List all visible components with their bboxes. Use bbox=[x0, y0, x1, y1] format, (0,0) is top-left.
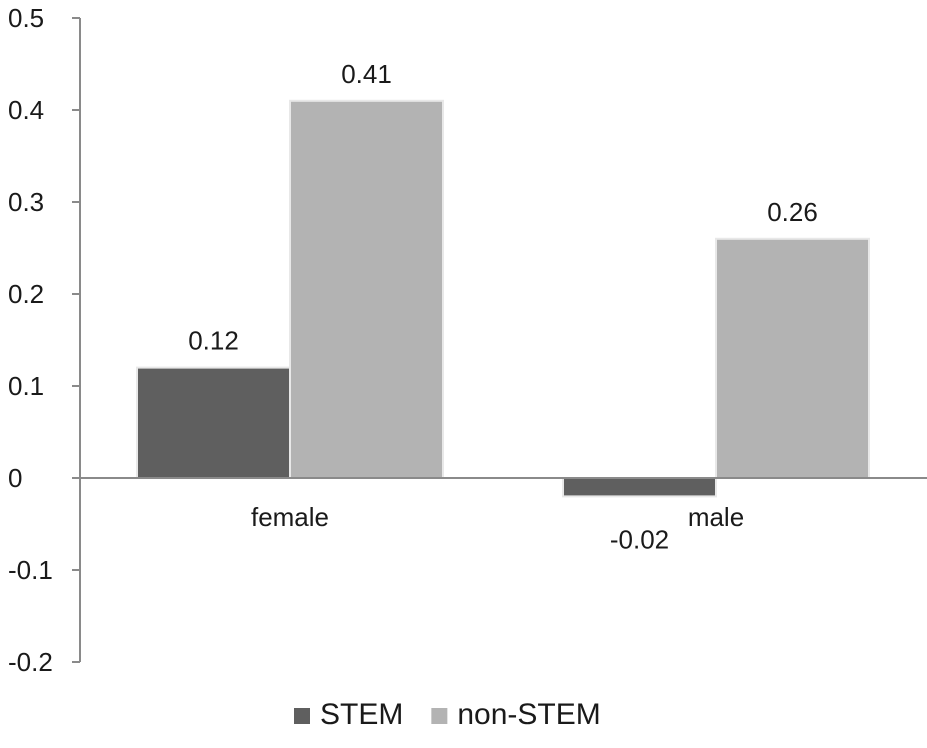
y-tick-label: 0.5 bbox=[8, 3, 44, 33]
bar-non-stem-female bbox=[289, 99, 444, 480]
data-label: 0.41 bbox=[341, 59, 392, 89]
y-axis-ticks: 0.5 0.4 0.3 0.2 0.1 0 -0.1 -0.2 bbox=[8, 3, 80, 677]
y-tick-label: 0.3 bbox=[8, 187, 44, 217]
bars bbox=[136, 99, 870, 498]
category-label-female: female bbox=[251, 502, 329, 532]
data-label: -0.02 bbox=[610, 524, 669, 554]
category-labels: female male bbox=[251, 502, 744, 532]
bar-non-stem-male bbox=[715, 237, 870, 479]
y-tick-label: 0 bbox=[8, 463, 22, 493]
legend-swatch-non-stem bbox=[431, 708, 448, 724]
data-label: 0.12 bbox=[188, 326, 239, 356]
data-labels: 0.12 -0.02 0.41 0.26 bbox=[188, 59, 818, 555]
legend: STEM non-STEM bbox=[294, 698, 601, 731]
bar-stem-male bbox=[562, 477, 717, 498]
category-label-male: male bbox=[688, 502, 744, 532]
y-tick-label: -0.2 bbox=[8, 647, 53, 677]
y-tick-label: 0.1 bbox=[8, 371, 44, 401]
y-tick-label: 0.4 bbox=[8, 95, 44, 125]
y-tick-label: 0.2 bbox=[8, 279, 44, 309]
bar-stem-female bbox=[136, 366, 291, 480]
legend-label-non-stem: non-STEM bbox=[457, 698, 600, 731]
legend-label-stem: STEM bbox=[320, 698, 403, 731]
data-label: 0.26 bbox=[767, 197, 818, 227]
legend-swatch-stem bbox=[294, 708, 310, 724]
y-tick-label: -0.1 bbox=[8, 555, 53, 585]
